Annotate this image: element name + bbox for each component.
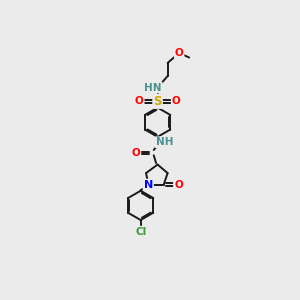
- Text: O: O: [175, 48, 184, 58]
- Text: O: O: [135, 96, 143, 106]
- Text: NH: NH: [156, 137, 173, 147]
- Text: S: S: [153, 95, 162, 108]
- Text: HN: HN: [144, 82, 162, 93]
- Text: Cl: Cl: [135, 226, 146, 237]
- Text: O: O: [174, 180, 183, 190]
- Text: N: N: [144, 180, 153, 190]
- Text: O: O: [132, 148, 140, 158]
- Text: O: O: [172, 96, 181, 106]
